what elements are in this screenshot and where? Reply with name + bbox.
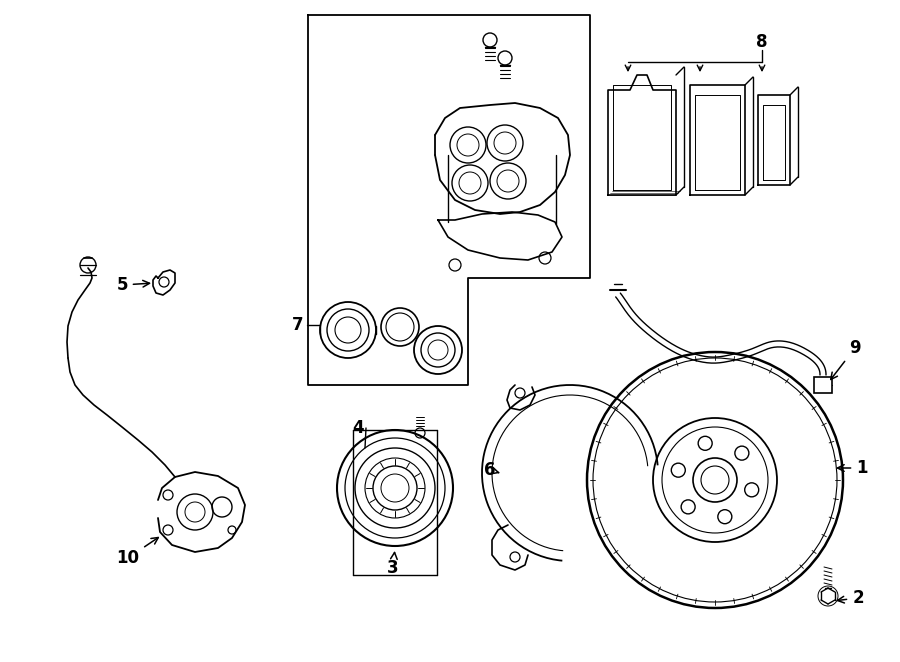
Bar <box>814 377 832 393</box>
Text: 6: 6 <box>484 461 499 479</box>
Text: 2: 2 <box>838 589 864 607</box>
Text: 1: 1 <box>838 459 868 477</box>
Text: 7: 7 <box>292 316 304 334</box>
Text: 8: 8 <box>756 33 768 51</box>
Text: 3: 3 <box>387 552 399 577</box>
Text: 5: 5 <box>116 276 149 294</box>
Text: 4: 4 <box>352 419 364 437</box>
Text: 10: 10 <box>116 538 158 567</box>
Text: 9: 9 <box>831 339 860 379</box>
